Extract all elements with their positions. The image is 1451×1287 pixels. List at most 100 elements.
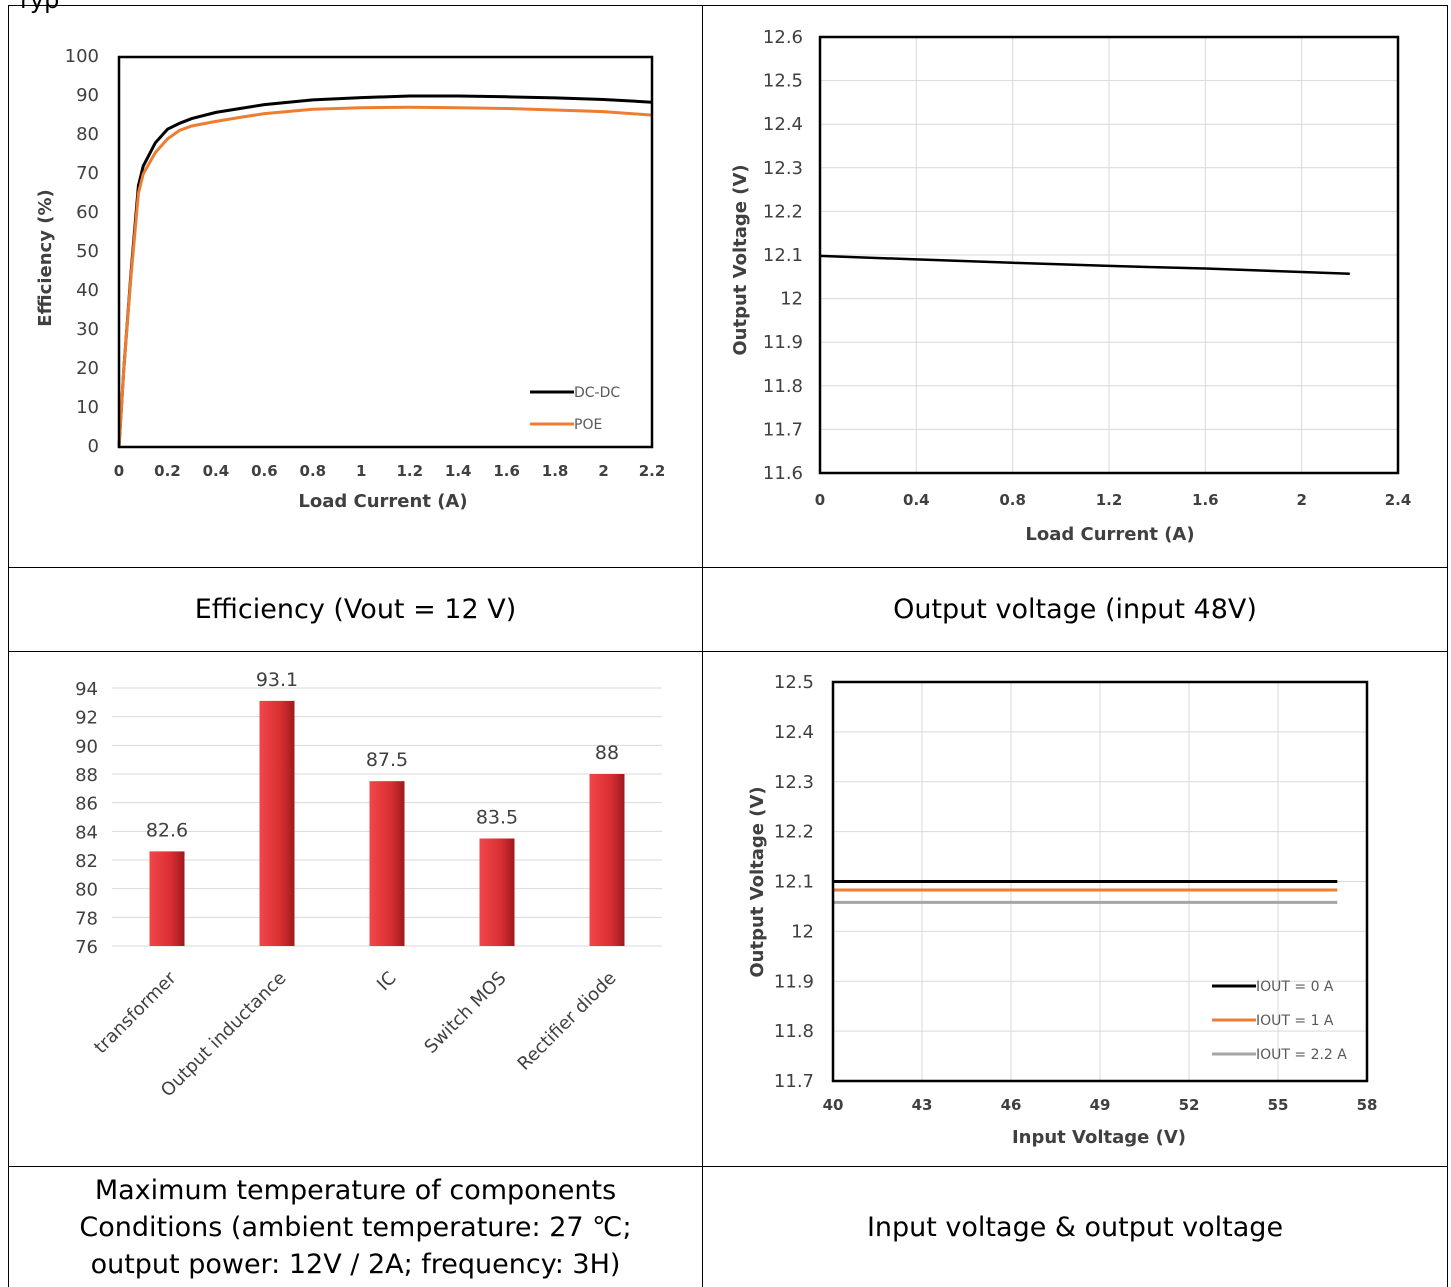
legend: IOUT = 0 A IOUT = 1 A IOUT = 2.2 A — [1212, 979, 1347, 1063]
y-tick-label: 11.6 — [763, 463, 803, 484]
bar-output-inductance — [259, 700, 295, 946]
efficiency-chart: 0 10 20 30 40 50 60 70 80 90 100 0 0.2 0.4 0.6 0.8 1 1.2 1… — [35, 46, 666, 512]
y-tick-label: 12.6 — [763, 27, 803, 48]
component-temperature-chart: 76 78 80 82 84 86 88 90 92 94 82.6 transformer 93.1 O… — [75, 669, 662, 1102]
y-tick-label: 12.4 — [774, 722, 814, 743]
data-label: 82.6 — [146, 819, 188, 841]
x-tick-label: 46 — [1001, 1096, 1022, 1114]
y-axis-label: Efficiency (%) — [35, 189, 56, 326]
y-tick-label: 80 — [75, 880, 98, 901]
plot-frame — [818, 35, 1400, 475]
x-tick-label: 1.2 — [1096, 491, 1123, 509]
x-tick-label: 40 — [823, 1096, 844, 1114]
caption-line-3: output power: 12V / 2A; frequency: 3H) — [90, 1248, 621, 1280]
x-tick-label: 58 — [1357, 1096, 1378, 1114]
y-tick-label: 12.5 — [774, 672, 814, 693]
x-axis-label: Load Current (A) — [298, 491, 467, 512]
caption-line-2: Conditions (ambient temperature: 27 ℃; — [79, 1211, 632, 1243]
x-tick-label: 0.6 — [251, 462, 278, 480]
category-label: Switch MOS — [420, 968, 510, 1058]
y-tick-label: 90 — [75, 736, 98, 757]
y-tick-label: 11.8 — [774, 1021, 814, 1042]
y-tick-label: 10 — [76, 397, 99, 418]
y-tick-label: 40 — [76, 280, 99, 301]
legend-label-dc-dc: DC-DC — [574, 385, 620, 401]
x-tick-label: 1.8 — [542, 462, 569, 480]
data-label: 83.5 — [476, 807, 518, 829]
x-tick-label: 0 — [815, 491, 825, 509]
series-line-output-voltage — [819, 254, 1350, 275]
y-tick-label: 84 — [75, 822, 98, 843]
y-tick-label: 11.7 — [774, 1071, 814, 1092]
y-tick-label: 11.9 — [763, 332, 803, 353]
caption-efficiency: Efficiency (Vout = 12 V) — [194, 594, 517, 625]
y-tick-label: 12.4 — [763, 114, 803, 135]
y-tick-label: 20 — [76, 358, 99, 379]
y-axis-label: Output Voltage (V) — [747, 786, 768, 977]
y-tick-label: 11.9 — [774, 971, 814, 992]
category-label: Rectifier diode — [514, 968, 621, 1075]
category-label: Output inductance — [157, 968, 291, 1102]
y-tick-label: 11.7 — [763, 419, 803, 440]
x-axis-label: Load Current (A) — [1025, 524, 1194, 545]
x-tick-label: 52 — [1179, 1096, 1200, 1114]
x-tick-label: 2.2 — [639, 462, 666, 480]
y-tick-label: 50 — [76, 241, 99, 262]
y-tick-label: 12.3 — [763, 158, 803, 179]
x-tick-label: 2 — [1296, 491, 1306, 509]
output-voltage-load-chart: 11.6 11.7 11.8 11.9 12 12.1 12.2 12.3 12.4 12.5 12… — [730, 27, 1412, 545]
x-tick-label: 1.2 — [396, 462, 423, 480]
legend: DC-DC POE — [530, 385, 620, 433]
y-tick-label: 70 — [76, 163, 99, 184]
x-tick-label: 0.8 — [300, 462, 327, 480]
bar-rectifier-diode — [589, 774, 625, 946]
x-tick-label: 0 — [114, 462, 124, 480]
series-line-poe — [117, 105, 653, 448]
y-tick-label: 11.8 — [763, 376, 803, 397]
legend-label-poe: POE — [574, 417, 602, 433]
x-tick-label: 55 — [1268, 1096, 1289, 1114]
y-tick-label: 12.1 — [763, 245, 803, 266]
x-tick-label: 0.2 — [154, 462, 181, 480]
y-tick-label: 94 — [75, 679, 98, 700]
caption-output-voltage: Output voltage (input 48V) — [893, 594, 1257, 625]
y-tick-label: 12.1 — [774, 872, 814, 893]
data-label: 93.1 — [256, 669, 298, 691]
caption-max-temperature: Maximum temperature of components Condit… — [9, 1167, 702, 1287]
x-tick-label: 0.4 — [203, 462, 230, 480]
y-tick-label: 12.2 — [763, 201, 803, 222]
y-axis-label: Output Voltage (V) — [730, 164, 751, 355]
legend-label-iout-1: IOUT = 1 A — [1256, 1013, 1334, 1029]
x-tick-label: 1.6 — [1192, 491, 1219, 509]
bar-switch-mos — [479, 838, 515, 946]
y-tick-label: 82 — [75, 851, 98, 872]
x-tick-label: 2.4 — [1385, 491, 1412, 509]
legend-label-iout-0: IOUT = 0 A — [1256, 979, 1334, 995]
header-fragment: ryp — [20, 0, 60, 14]
x-tick-label: 1.6 — [493, 462, 520, 480]
caption-line-1: Maximum temperature of components — [94, 1174, 617, 1206]
y-tick-label: 12.5 — [763, 71, 803, 92]
y-tick-label: 90 — [76, 85, 99, 106]
y-tick-label: 78 — [75, 908, 98, 929]
y-tick-label: 12.3 — [774, 772, 814, 793]
data-label: 87.5 — [366, 749, 408, 771]
plot-frame — [831, 680, 1369, 1083]
input-output-voltage-chart: 11.7 11.8 11.9 12 12.1 12.2 12.3 12.4 12.5 40 43 46… — [747, 672, 1378, 1148]
bar-ic — [369, 781, 405, 946]
y-tick-label: 88 — [75, 765, 98, 786]
y-tick-label: 12.2 — [774, 822, 814, 843]
plot-frame — [117, 55, 654, 449]
x-tick-label: 1 — [356, 462, 366, 480]
y-tick-label: 60 — [76, 202, 99, 223]
x-axis-label: Input Voltage (V) — [1012, 1127, 1186, 1148]
x-tick-label: 43 — [912, 1096, 933, 1114]
y-tick-label: 92 — [75, 708, 98, 729]
y-tick-label: 76 — [75, 937, 98, 958]
data-label: 88 — [595, 742, 619, 764]
y-tick-label: 86 — [75, 794, 98, 815]
category-label: transformer — [90, 967, 181, 1058]
x-tick-label: 1.4 — [445, 462, 472, 480]
x-tick-label: 0.4 — [903, 491, 930, 509]
y-tick-label: 12 — [780, 289, 803, 310]
